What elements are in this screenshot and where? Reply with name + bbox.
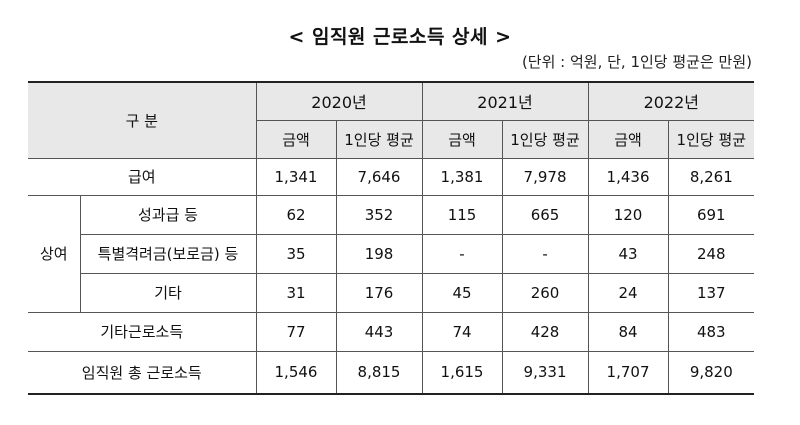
header-amount: 금액 bbox=[587, 119, 669, 159]
row-label: 임직원 총 근로소득 bbox=[28, 350, 257, 395]
table-cell: 691 bbox=[667, 194, 755, 235]
header-per-capita: 1인당 평균 bbox=[667, 119, 755, 159]
table-cell: 24 bbox=[587, 272, 669, 313]
row-label: 기타 bbox=[79, 272, 257, 313]
table-cell: 7,646 bbox=[335, 157, 423, 196]
table-row: 기타 31 176 45 260 24 137 bbox=[28, 272, 755, 313]
table-cell: 198 bbox=[335, 233, 423, 274]
page-title: < 임직원 근로소득 상세 > bbox=[288, 26, 512, 48]
table-cell: 1,707 bbox=[587, 350, 669, 395]
table-cell: 62 bbox=[255, 194, 337, 235]
table-cell: 1,546 bbox=[255, 350, 337, 395]
table-cell: 137 bbox=[667, 272, 755, 313]
table-cell: 8,815 bbox=[335, 350, 423, 395]
table-cell: 483 bbox=[667, 311, 755, 352]
table-cell: 84 bbox=[587, 311, 669, 352]
header-amount: 금액 bbox=[421, 119, 503, 159]
header-amount: 금액 bbox=[255, 119, 337, 159]
table-cell: 428 bbox=[501, 311, 589, 352]
table-cell: 45 bbox=[421, 272, 503, 313]
table-cell: 1,615 bbox=[421, 350, 503, 395]
table-cell: 352 bbox=[335, 194, 423, 235]
row-label: 성과급 등 bbox=[79, 194, 257, 235]
bonus-group-label: 상여 bbox=[28, 194, 81, 313]
table-row: 기타근로소득 77 443 74 428 84 483 bbox=[28, 311, 755, 352]
table-cell: 8,261 bbox=[667, 157, 755, 196]
row-label: 기타근로소득 bbox=[28, 311, 257, 352]
table-cell: - bbox=[421, 233, 503, 274]
header-year-2022: 2022년 bbox=[587, 81, 755, 121]
table-cell: 115 bbox=[421, 194, 503, 235]
table-cell: 120 bbox=[587, 194, 669, 235]
table-cell: 77 bbox=[255, 311, 337, 352]
table-cell: 1,436 bbox=[587, 157, 669, 196]
table-row: 급여 1,341 7,646 1,381 7,978 1,436 8,261 bbox=[28, 157, 755, 196]
header-year-2020: 2020년 bbox=[255, 81, 423, 121]
header-per-capita: 1인당 평균 bbox=[335, 119, 423, 159]
table-cell: 7,978 bbox=[501, 157, 589, 196]
income-detail-table: 구 분 2020년 2021년 2022년 금액 1인당 평균 금액 1인당 평… bbox=[28, 81, 755, 395]
header-category: 구 분 bbox=[28, 81, 257, 159]
header-year-2021: 2021년 bbox=[421, 81, 589, 121]
table-cell: 31 bbox=[255, 272, 337, 313]
table-cell: 9,820 bbox=[667, 350, 755, 395]
table-cell: 35 bbox=[255, 233, 337, 274]
table-cell: 9,331 bbox=[501, 350, 589, 395]
table-cell: 248 bbox=[667, 233, 755, 274]
header-per-capita: 1인당 평균 bbox=[501, 119, 589, 159]
table-cell: 74 bbox=[421, 311, 503, 352]
table-cell: 665 bbox=[501, 194, 589, 235]
table-cell: 176 bbox=[335, 272, 423, 313]
row-label: 급여 bbox=[28, 157, 257, 196]
table-cell: 443 bbox=[335, 311, 423, 352]
table-cell: - bbox=[501, 233, 589, 274]
table-cell: 1,341 bbox=[255, 157, 337, 196]
table-row: 특별격려금(보로금) 등 35 198 - - 43 248 bbox=[28, 233, 755, 274]
row-label: 특별격려금(보로금) 등 bbox=[79, 233, 257, 274]
table-row: 상여 성과급 등 62 352 115 665 120 691 bbox=[28, 194, 755, 313]
unit-note: (단위 : 억원, 단, 1인당 평균은 만원) bbox=[521, 53, 752, 71]
table-cell: 260 bbox=[501, 272, 589, 313]
table-cell: 43 bbox=[587, 233, 669, 274]
table-row: 임직원 총 근로소득 1,546 8,815 1,615 9,331 1,707… bbox=[28, 350, 755, 395]
table-cell: 1,381 bbox=[421, 157, 503, 196]
